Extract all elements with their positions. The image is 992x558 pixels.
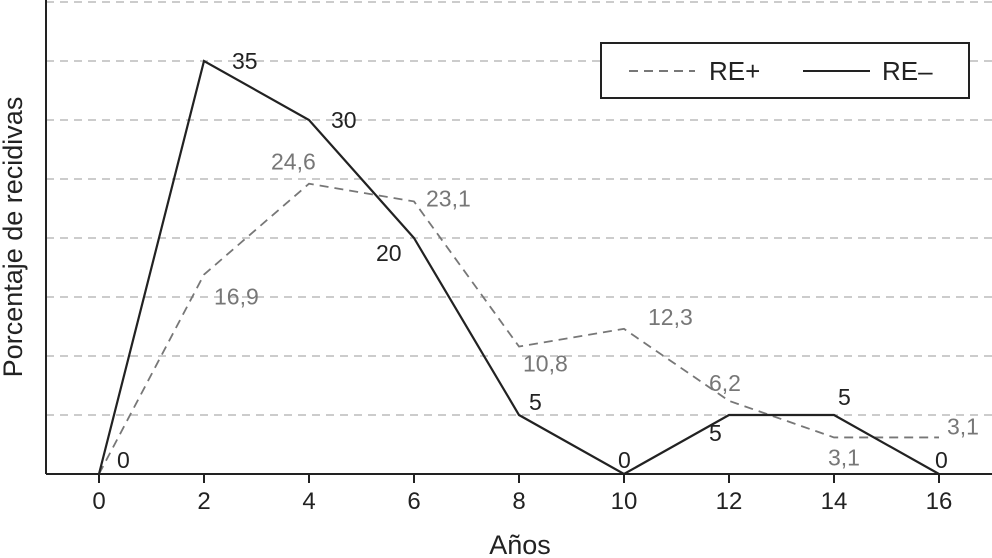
x-ticks: 0 2 4 6 8 10 12 14 16 xyxy=(92,474,952,515)
y-axis-title: Porcentaje de recidivas xyxy=(0,97,28,378)
data-label-re-minus: 5 xyxy=(709,420,722,446)
data-label-re-plus: 16,9 xyxy=(214,284,259,310)
series-lines xyxy=(97,59,940,476)
data-label-re-plus: 10,8 xyxy=(523,351,568,377)
legend-label-re-plus: RE+ xyxy=(709,56,760,86)
x-tick-label: 0 xyxy=(92,488,105,515)
data-label-re-plus: 12,3 xyxy=(648,304,693,330)
data-label-re-minus: 5 xyxy=(529,389,542,415)
legend-label-re-minus: RE– xyxy=(882,56,933,86)
x-tick-label: 10 xyxy=(611,488,638,515)
data-label-re-plus: 3,1 xyxy=(828,444,860,470)
x-tick-label: 6 xyxy=(407,488,420,515)
data-label-re-minus: 0 xyxy=(117,447,130,473)
series-line-re-minus xyxy=(97,59,940,476)
x-tick-label: 4 xyxy=(302,488,315,515)
data-label-re-minus: 35 xyxy=(232,48,258,74)
x-axis-title: Años xyxy=(489,530,551,558)
legend: RE+ RE– xyxy=(600,42,970,99)
data-label-re-minus: 0 xyxy=(935,447,948,473)
data-label-re-minus: 20 xyxy=(376,240,402,266)
data-labels: 16,9 24,6 23,1 10,8 12,3 6,2 3,1 3,1 0 35 30 20 5 0 5 5… xyxy=(117,48,979,473)
data-label-re-minus: 0 xyxy=(618,447,631,473)
data-label-re-plus: 24,6 xyxy=(271,149,316,175)
x-tick-label: 14 xyxy=(821,488,848,515)
data-label-re-minus: 30 xyxy=(331,107,357,133)
data-label-re-plus: 23,1 xyxy=(426,185,471,211)
x-tick-label: 8 xyxy=(512,488,525,515)
x-tick-label: 12 xyxy=(716,488,743,515)
data-label-re-minus: 5 xyxy=(838,384,851,410)
data-label-re-plus: 3,1 xyxy=(947,413,979,439)
series-line-re-plus xyxy=(98,182,939,475)
data-label-re-plus: 6,2 xyxy=(709,370,741,396)
x-tick-label: 2 xyxy=(197,488,210,515)
x-tick-label: 16 xyxy=(926,488,953,515)
